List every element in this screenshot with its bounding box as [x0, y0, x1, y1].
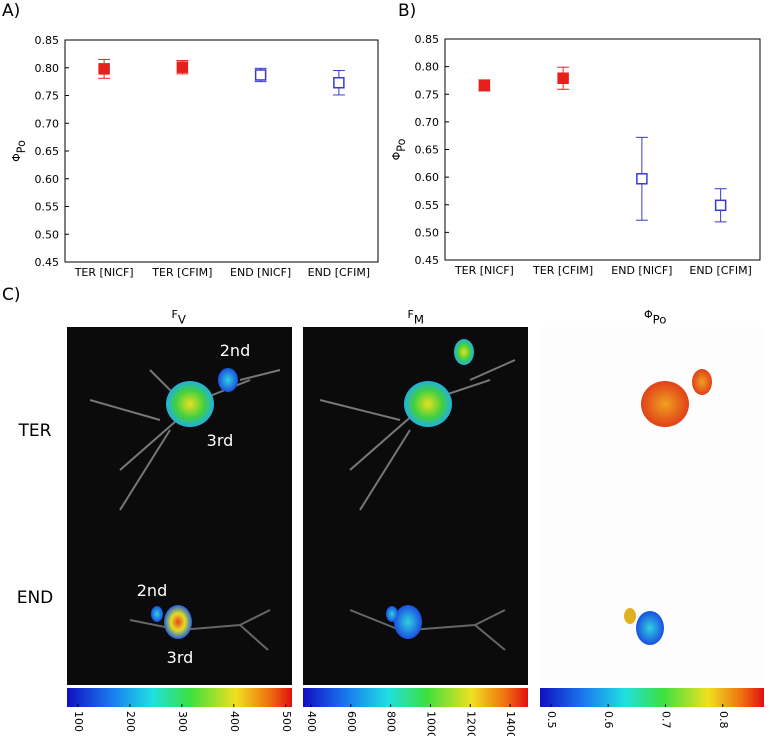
- x-tick-label: TER [CFIM]: [151, 266, 212, 279]
- colorbar-tick-label: 0.8: [717, 711, 730, 729]
- annotation: 2nd: [220, 341, 250, 360]
- colorbar-tick-label: 300: [176, 711, 189, 732]
- y-tick-label: 0.55: [35, 201, 60, 214]
- colorbar-tick-label: 1400: [504, 711, 517, 736]
- x-tick-label: END [CFIM]: [689, 264, 751, 277]
- colorbar-tick-label: 0.5: [545, 711, 558, 729]
- label-main: Φ: [390, 151, 403, 160]
- label-main: F: [172, 308, 178, 321]
- colorbar-tick-label: 100: [72, 711, 85, 732]
- label-sub: V: [178, 312, 186, 326]
- annotation: 3rd: [167, 648, 194, 667]
- marker: [557, 72, 569, 84]
- marker: [478, 79, 491, 92]
- x-tick-label: TER [CFIM]: [532, 264, 593, 277]
- y-tick-label: 0.85: [35, 34, 60, 47]
- annotation: 2nd: [137, 581, 167, 600]
- marker: [98, 63, 110, 75]
- y-tick-label: 0.70: [35, 117, 60, 130]
- panel-label: C): [2, 285, 21, 305]
- colorbar: [303, 688, 528, 707]
- label-main: Φ: [644, 308, 653, 321]
- image-phipo: [540, 327, 764, 685]
- colorbar-tick-label: 500: [280, 711, 293, 732]
- marker: [176, 61, 189, 73]
- colorbar-tick-label: 200: [124, 711, 137, 732]
- x-tick-label: END [NICF]: [230, 266, 291, 279]
- plot-frame: [444, 38, 761, 261]
- colorbar-tick-label: 1000: [424, 711, 437, 736]
- label-main: Φ: [10, 153, 23, 162]
- y-tick-label: 0.60: [35, 173, 60, 186]
- label-sub: Po: [653, 312, 667, 326]
- marker: [254, 69, 267, 81]
- plot-frame: [64, 39, 379, 263]
- colorbar: [67, 688, 292, 707]
- colorbar-tick-label: 800: [385, 711, 398, 732]
- colorbar-tick-label: 400: [228, 711, 241, 732]
- x-tick-label: END [CFIM]: [308, 266, 370, 279]
- y-tick-label: 0.50: [415, 226, 440, 239]
- colorbar-tick-label: 400: [305, 711, 318, 732]
- y-tick-label: 0.85: [415, 33, 440, 46]
- panel-label: B): [398, 1, 416, 21]
- label: ΦPo: [644, 308, 666, 326]
- y-tick-label: 0.80: [415, 61, 440, 74]
- x-tick-label: END [NICF]: [611, 264, 672, 277]
- colorbar: [540, 688, 764, 707]
- y-tick-label: 0.75: [415, 88, 440, 101]
- colorbar-tick-label: 0.6: [602, 711, 615, 729]
- y-tick-label: 0.75: [35, 90, 60, 103]
- y-tick-label: 0.45: [415, 254, 440, 267]
- label-main: F: [408, 308, 414, 321]
- image-fv: [67, 327, 292, 685]
- label-sub: Po: [395, 138, 408, 151]
- panel-label: A): [2, 1, 20, 21]
- row-label: TER: [18, 421, 52, 441]
- y-tick-label: 0.80: [35, 62, 60, 75]
- y-tick-label: 0.65: [415, 144, 440, 157]
- y-tick-label: 0.70: [415, 116, 440, 129]
- colorbar-tick-label: 600: [345, 711, 358, 732]
- y-tick-label: 0.60: [415, 171, 440, 184]
- label: ΦPo: [390, 138, 408, 160]
- y-tick-label: 0.55: [415, 199, 440, 212]
- x-tick-label: TER [NICF]: [74, 266, 134, 279]
- y-tick-label: 0.50: [35, 228, 60, 241]
- y-tick-label: 0.65: [35, 145, 60, 158]
- marker: [333, 76, 345, 89]
- label-sub: M: [414, 312, 424, 326]
- image-fm: [303, 327, 528, 685]
- colorbar-tick-label: 0.7: [659, 711, 672, 729]
- label-sub: Po: [15, 140, 28, 153]
- row-label: END: [17, 588, 54, 608]
- x-tick-label: TER [NICF]: [454, 264, 514, 277]
- annotation: 3rd: [207, 431, 234, 450]
- colorbar-tick-label: 1200: [464, 711, 477, 736]
- marker: [636, 173, 648, 185]
- label: FM: [408, 308, 424, 326]
- label: FV: [172, 308, 186, 326]
- y-tick-label: 0.45: [35, 256, 60, 269]
- label: ΦPo: [10, 140, 28, 162]
- marker: [714, 199, 727, 212]
